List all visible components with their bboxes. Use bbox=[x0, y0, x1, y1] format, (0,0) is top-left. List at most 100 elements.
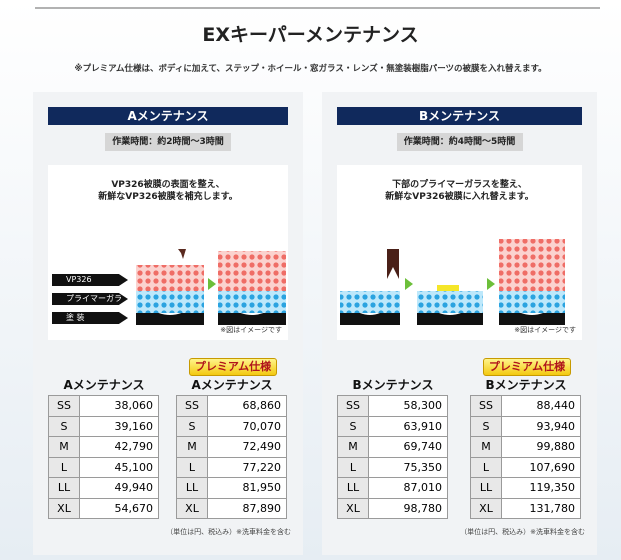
footnote: （単位は円、税込み）※洗車料金を含む bbox=[460, 528, 585, 536]
panel-heading: Aメンテナンス bbox=[48, 107, 288, 125]
caption-line: VP326被膜の表面を整え、 bbox=[111, 180, 225, 190]
layer-label: プライマーガラス bbox=[52, 293, 128, 305]
table-row: M 69,740 bbox=[337, 436, 448, 458]
table-row: SS 58,300 bbox=[337, 395, 448, 417]
table-row: M 72,490 bbox=[176, 436, 287, 458]
size-cell: SS bbox=[176, 395, 208, 417]
size-cell: XL bbox=[470, 497, 502, 519]
table-row: LL 119,350 bbox=[470, 477, 581, 499]
price-cell: 88,440 bbox=[501, 395, 581, 417]
table-row: L 77,220 bbox=[176, 456, 287, 478]
page-title: EXキーパーメンテナンス bbox=[202, 24, 419, 46]
size-cell: S bbox=[470, 415, 502, 437]
size-cell: L bbox=[176, 456, 208, 478]
work-time: 作業時間：約4時間～5時間 bbox=[396, 133, 523, 151]
price-cell: 119,350 bbox=[501, 477, 581, 499]
size-cell: LL bbox=[176, 477, 208, 499]
image-note: ※図はイメージです bbox=[220, 326, 282, 334]
price-cell: 42,790 bbox=[79, 436, 159, 458]
size-cell: L bbox=[337, 456, 369, 478]
page-note: ※プレミアム仕様は、ボディに加えて、ステップ・ホイール・窓ガラス・レンズ・無塗装… bbox=[74, 64, 547, 74]
illustration: 下部のプライマーガラスを整え、 新鮮なVP326被膜に入れ替えます。 ※図はイメージ… bbox=[337, 165, 582, 340]
size-cell: LL bbox=[337, 477, 369, 499]
illustration: VP326被膜の表面を整え、新鮮なVP326被膜を補充します。 VP326 プライマ… bbox=[48, 165, 288, 340]
panel: Aメンテナンス 作業時間：約2時間～3時間 VP326被膜の表面を整え、 新鮮なVP… bbox=[33, 92, 303, 555]
price-cell: 93,940 bbox=[501, 415, 581, 437]
price-cell: 39,160 bbox=[79, 415, 159, 437]
table-row: L 45,100 bbox=[48, 456, 159, 478]
table-row: SS 68,860 bbox=[176, 395, 287, 417]
price-cell: 131,780 bbox=[501, 497, 581, 519]
table-title: Bメンテナンス bbox=[485, 378, 567, 392]
price-table: SS 88,440 S 93,940 M 99,880 L 107,690 LL 119,350 X… bbox=[470, 395, 581, 519]
premium-badge: プレミアム仕様 bbox=[189, 358, 277, 376]
size-cell: M bbox=[337, 436, 369, 458]
price-cell: 54,670 bbox=[79, 497, 159, 519]
layer-diagram bbox=[340, 239, 565, 325]
table-row: LL 81,950 bbox=[176, 477, 287, 499]
price-cell: 75,350 bbox=[368, 456, 448, 478]
size-cell: M bbox=[176, 436, 208, 458]
size-cell: S bbox=[337, 415, 369, 437]
price-cell: 68,860 bbox=[207, 395, 287, 417]
image-note: ※図はイメージです bbox=[514, 326, 576, 334]
table-row: XL 54,670 bbox=[48, 497, 159, 519]
caption-line: 新鮮なVP326被膜に入れ替えます。 bbox=[385, 192, 534, 202]
price-cell: 58,300 bbox=[368, 395, 448, 417]
table-row: LL 49,940 bbox=[48, 477, 159, 499]
size-cell: S bbox=[48, 415, 80, 437]
price-cell: 45,100 bbox=[79, 456, 159, 478]
caption: 下部のプライマーガラスを整え、 新鮮なVP326被膜に入れ替えます。 bbox=[337, 179, 582, 203]
size-cell: SS bbox=[48, 395, 80, 417]
size-cell: SS bbox=[337, 395, 369, 417]
size-cell: SS bbox=[470, 395, 502, 417]
top-rule bbox=[35, 7, 600, 9]
price-cell: 107,690 bbox=[501, 456, 581, 478]
price-cell: 70,070 bbox=[207, 415, 287, 437]
table-row: XL 87,890 bbox=[176, 497, 287, 519]
price-table: SS 38,060 S 39,160 M 42,790 L 45,100 LL 49,940 XL 5… bbox=[48, 395, 159, 519]
price-cell: 98,780 bbox=[368, 497, 448, 519]
price-cell: 81,950 bbox=[207, 477, 287, 499]
panel-heading: Bメンテナンス bbox=[337, 107, 582, 125]
size-cell: S bbox=[176, 415, 208, 437]
table-row: SS 88,440 bbox=[470, 395, 581, 417]
table-row: L 107,690 bbox=[470, 456, 581, 478]
table-row: L 75,350 bbox=[337, 456, 448, 478]
table-row: XL 98,780 bbox=[337, 497, 448, 519]
size-cell: LL bbox=[470, 477, 502, 499]
table-title: Aメンテナンス bbox=[63, 378, 145, 392]
price-cell: 38,060 bbox=[79, 395, 159, 417]
price-cell: 87,010 bbox=[368, 477, 448, 499]
price-cell: 87,890 bbox=[207, 497, 287, 519]
size-cell: XL bbox=[48, 497, 80, 519]
layer-label: VP326 bbox=[52, 274, 128, 286]
layer-label: 塗 装 bbox=[52, 312, 128, 324]
size-cell: XL bbox=[337, 497, 369, 519]
price-table: SS 58,300 S 63,910 M 69,740 L 75,350 LL 87,010 XL 9… bbox=[337, 395, 448, 519]
table-row: S 70,070 bbox=[176, 415, 287, 437]
footnote: （単位は円、税込み）※洗車料金を含む bbox=[166, 528, 291, 536]
table-row: LL 87,010 bbox=[337, 477, 448, 499]
table-row: SS 38,060 bbox=[48, 395, 159, 417]
table-title: Aメンテナンス bbox=[191, 378, 273, 392]
price-cell: 49,940 bbox=[79, 477, 159, 499]
price-cell: 99,880 bbox=[501, 436, 581, 458]
table-row: S 63,910 bbox=[337, 415, 448, 437]
size-cell: M bbox=[470, 436, 502, 458]
size-cell: L bbox=[48, 456, 80, 478]
price-cell: 69,740 bbox=[368, 436, 448, 458]
caption-line: 新鮮なVP326被膜を補充します。 bbox=[98, 192, 238, 202]
premium-badge: プレミアム仕様 bbox=[483, 358, 571, 376]
table-row: M 42,790 bbox=[48, 436, 159, 458]
price-cell: 77,220 bbox=[207, 456, 287, 478]
size-cell: XL bbox=[176, 497, 208, 519]
caption-line: 下部のプライマーガラスを整え、 bbox=[392, 180, 527, 190]
size-cell: L bbox=[470, 456, 502, 478]
price-cell: 63,910 bbox=[368, 415, 448, 437]
panel: Bメンテナンス 作業時間：約4時間～5時間 下部のプライマーガラスを整え、 新鮮なV… bbox=[322, 92, 597, 555]
table-row: XL 131,780 bbox=[470, 497, 581, 519]
table-row: S 93,940 bbox=[470, 415, 581, 437]
price-table: SS 68,860 S 70,070 M 72,490 L 77,220 LL 81,950 XL 8… bbox=[176, 395, 287, 519]
